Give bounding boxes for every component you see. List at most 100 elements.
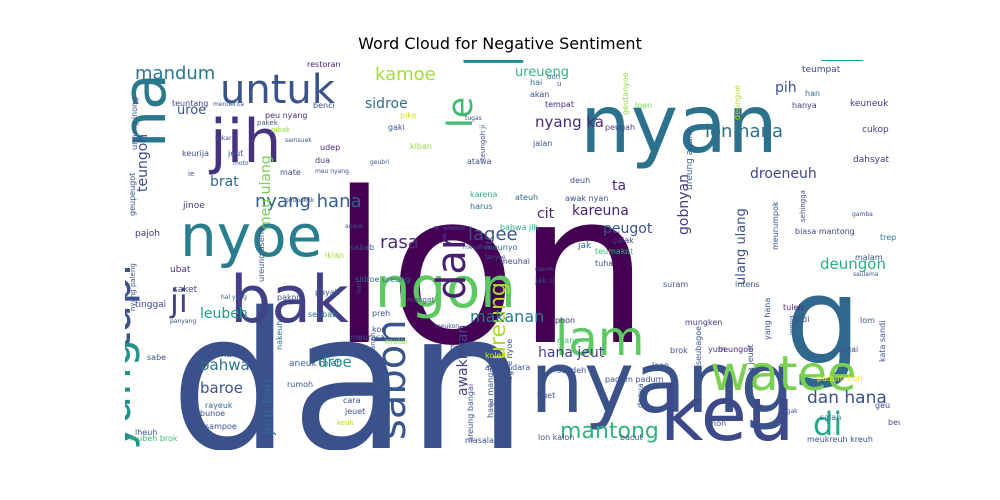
word-le: le xyxy=(441,97,481,128)
word-geu: geu xyxy=(875,401,890,410)
word-nibak: nibak xyxy=(271,126,291,134)
word-dan: dan xyxy=(170,272,527,450)
word-njang: njang xyxy=(557,336,579,345)
word-saket: saket xyxy=(173,285,198,295)
word-pakek: pakek xyxy=(257,119,279,127)
word-ateuh: ateuh xyxy=(515,193,538,202)
word-mungken: mungken xyxy=(685,318,722,327)
word-nan: nan xyxy=(355,281,363,294)
word-meurasa: meurasa xyxy=(350,333,385,342)
word-makanan: makanan xyxy=(470,307,544,326)
word-geupeugot: geupeugot xyxy=(128,173,137,216)
word-nyang-hana: nyang hana xyxy=(255,191,362,212)
word-lheuh: lheuh xyxy=(135,428,157,437)
word-hana-jeuet: hana jeuet xyxy=(746,344,755,387)
word-hal-yang: hal yang xyxy=(221,294,247,301)
word-pike: pike xyxy=(400,111,417,120)
word-keuneuk: keuneuk xyxy=(850,99,889,109)
word-kareuna: kareuna xyxy=(572,203,629,219)
word-meuphon: meuphon xyxy=(463,244,492,251)
word-phon: phon xyxy=(555,316,575,325)
word-badut: badut xyxy=(450,343,473,352)
word-saboh: saboh xyxy=(369,319,415,440)
word-meu-nyang: meu nyang xyxy=(315,168,349,175)
word-gaki: gaki xyxy=(388,123,405,132)
word-moto: moto xyxy=(233,160,249,167)
word-awak-nyan: awak nyan xyxy=(565,194,608,203)
word-peue: peue xyxy=(490,401,505,408)
word-geutanyoe: geutanyoe xyxy=(621,72,630,115)
word-jih: jih xyxy=(208,107,281,177)
word-ureung-aseng: ureung aseng xyxy=(257,227,266,282)
word-pajoh: pajoh xyxy=(135,229,160,239)
word-jinoe: jinoe xyxy=(182,201,205,211)
word-sehingga: sehingga xyxy=(799,190,807,222)
word-samsuek: samsuek xyxy=(285,137,312,144)
word-menderita: menderita xyxy=(213,101,244,108)
word-ngon: ngon xyxy=(375,256,516,321)
word-nakeuh: nakeuh xyxy=(275,321,284,350)
word-galak: galak xyxy=(612,236,634,245)
word-meukon: meukon xyxy=(435,323,459,330)
word-cit: cit xyxy=(537,206,555,222)
word-geubri: geubri xyxy=(370,159,390,166)
word-leubeh: leubeh xyxy=(200,306,248,322)
word-mate: mate xyxy=(280,168,301,177)
word-sidroe-ureung: sidroe ureung xyxy=(355,275,410,284)
word-aneuk-miet: aneuk miet xyxy=(289,359,340,369)
word-hana-mangat: hana mangat xyxy=(486,365,495,418)
word-na: na xyxy=(125,73,180,148)
word-jeut: jeut xyxy=(227,149,243,158)
word-pih: pih xyxy=(775,80,797,96)
word-aneuk: aneuk xyxy=(345,223,364,230)
word-bahwa: bahwa xyxy=(200,356,250,374)
word-cukop: cukop xyxy=(862,125,889,135)
word-loen: loen xyxy=(635,101,652,110)
word-hana-jeut: hana jeut xyxy=(538,345,605,361)
word-meu-ulang: meu ulang xyxy=(258,155,274,230)
word-nanok: nanok xyxy=(535,266,554,273)
word-beu: beu xyxy=(888,418,900,427)
word-hanya: hanya xyxy=(792,101,817,110)
word-tinggai: tinggai xyxy=(135,300,166,310)
word-uroe: uroe xyxy=(177,103,206,118)
word-teungoh-ji: teungoh ji xyxy=(479,125,487,160)
word-kon: kon xyxy=(372,325,386,334)
word-buet: buet xyxy=(537,391,555,400)
word-malam: malam xyxy=(855,253,883,262)
word-beungoh: beungoh xyxy=(718,345,753,354)
word-han: han xyxy=(805,89,820,98)
word-g: g xyxy=(785,253,861,392)
word-ji: ji xyxy=(169,282,188,320)
word-ta: ta xyxy=(612,178,626,194)
word-di: di xyxy=(813,405,842,443)
chart-title: Word Cloud for Negative Sentiment xyxy=(358,34,642,53)
word-ulang-ulang: ulang ulang xyxy=(734,208,749,285)
word-aneuk-dara: aneuk dara xyxy=(485,363,530,372)
word-jadi: jadi xyxy=(794,315,809,324)
word-ka: ka xyxy=(452,60,542,70)
word-inong: inong xyxy=(788,315,796,335)
word-atawa: atawa xyxy=(467,157,491,166)
word-laen: laen xyxy=(652,361,669,370)
word-brok: brok xyxy=(670,346,688,355)
word-nyan: nyan xyxy=(580,78,778,171)
word-keuh: keuh xyxy=(337,419,354,427)
word-lagee: lagee xyxy=(468,224,518,245)
word-sidroe: sidroe xyxy=(365,96,408,112)
word-payah: payah xyxy=(315,288,340,297)
word-nyang-ka: nyang ka xyxy=(535,113,604,131)
word-tuleh: tuleh xyxy=(783,303,803,312)
word-kamoe: kamoe xyxy=(375,64,436,85)
word-mulai: mulai xyxy=(385,337,407,346)
word-iklan: iklan xyxy=(325,251,344,260)
word-yang: yang xyxy=(125,339,141,450)
word-sampoe: sampoe xyxy=(205,422,237,431)
word-peugah: peugah xyxy=(605,123,635,132)
word-lon-kalon: lon kalon xyxy=(538,433,574,442)
word-benci: benci xyxy=(313,101,335,110)
word-akan: akan xyxy=(530,90,549,99)
word-intens: intens xyxy=(735,280,760,289)
word-rayeuk: rayeuk xyxy=(205,401,233,410)
